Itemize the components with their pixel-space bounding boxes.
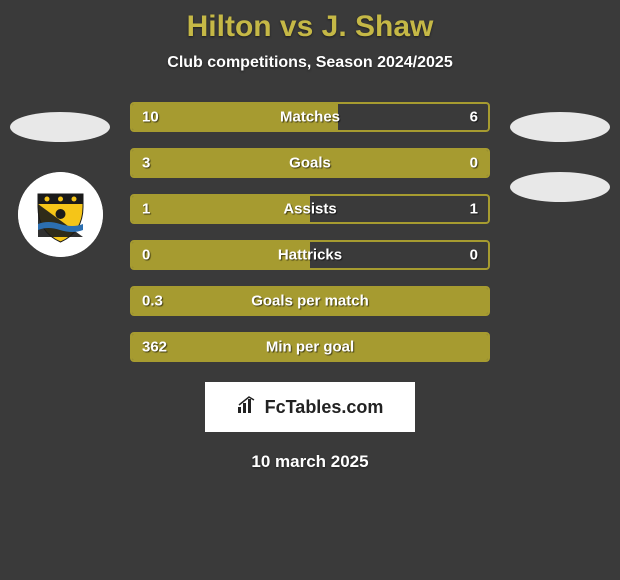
bar-fill-left bbox=[132, 150, 388, 176]
right-side-col bbox=[510, 102, 610, 202]
stat-label: Goals per match bbox=[251, 293, 369, 310]
main-container: Hilton vs J. Shaw Club competitions, Sea… bbox=[0, 0, 620, 580]
stat-value-left: 362 bbox=[142, 339, 167, 356]
stat-label: Hattricks bbox=[278, 247, 342, 264]
stat-label: Matches bbox=[280, 109, 340, 126]
player-ellipse-left bbox=[10, 112, 110, 142]
stat-value-right: 0 bbox=[470, 155, 478, 172]
left-side-col bbox=[10, 102, 110, 257]
stat-bar-hattricks: 0 0 Hattricks bbox=[130, 240, 490, 270]
stat-value-right: 1 bbox=[470, 201, 478, 218]
logo-text: FcTables.com bbox=[265, 397, 384, 418]
club-crest-left bbox=[18, 172, 103, 257]
stat-value-left: 1 bbox=[142, 201, 150, 218]
content-row: 10 6 Matches 3 0 Goals 1 1 Assists 0 0 Hattricks 0.3… bbox=[0, 102, 620, 362]
stat-bar-matches: 10 6 Matches bbox=[130, 102, 490, 132]
stat-bar-min-per-goal: 362 Min per goal bbox=[130, 332, 490, 362]
player-ellipse-right bbox=[510, 112, 610, 142]
stat-bar-assists: 1 1 Assists bbox=[130, 194, 490, 224]
stat-label: Goals bbox=[289, 155, 331, 172]
stat-value-left: 3 bbox=[142, 155, 150, 172]
date-text: 10 march 2025 bbox=[251, 452, 368, 472]
page-title: Hilton vs J. Shaw bbox=[187, 10, 434, 44]
stat-value-left: 0.3 bbox=[142, 293, 163, 310]
stat-bar-goals-per-match: 0.3 Goals per match bbox=[130, 286, 490, 316]
chart-icon bbox=[237, 395, 259, 420]
stat-value-left: 10 bbox=[142, 109, 159, 126]
stat-value-right: 6 bbox=[470, 109, 478, 126]
stat-label: Min per goal bbox=[266, 339, 354, 356]
stat-value-right: 0 bbox=[470, 247, 478, 264]
subtitle: Club competitions, Season 2024/2025 bbox=[167, 54, 452, 72]
crest-icon bbox=[18, 172, 103, 257]
fctables-logo: FcTables.com bbox=[205, 382, 415, 432]
club-ellipse-right bbox=[510, 172, 610, 202]
stat-value-left: 0 bbox=[142, 247, 150, 264]
stat-label: Assists bbox=[283, 201, 336, 218]
stat-bar-goals: 3 0 Goals bbox=[130, 148, 490, 178]
bars-column: 10 6 Matches 3 0 Goals 1 1 Assists 0 0 Hattricks 0.3… bbox=[130, 102, 490, 362]
